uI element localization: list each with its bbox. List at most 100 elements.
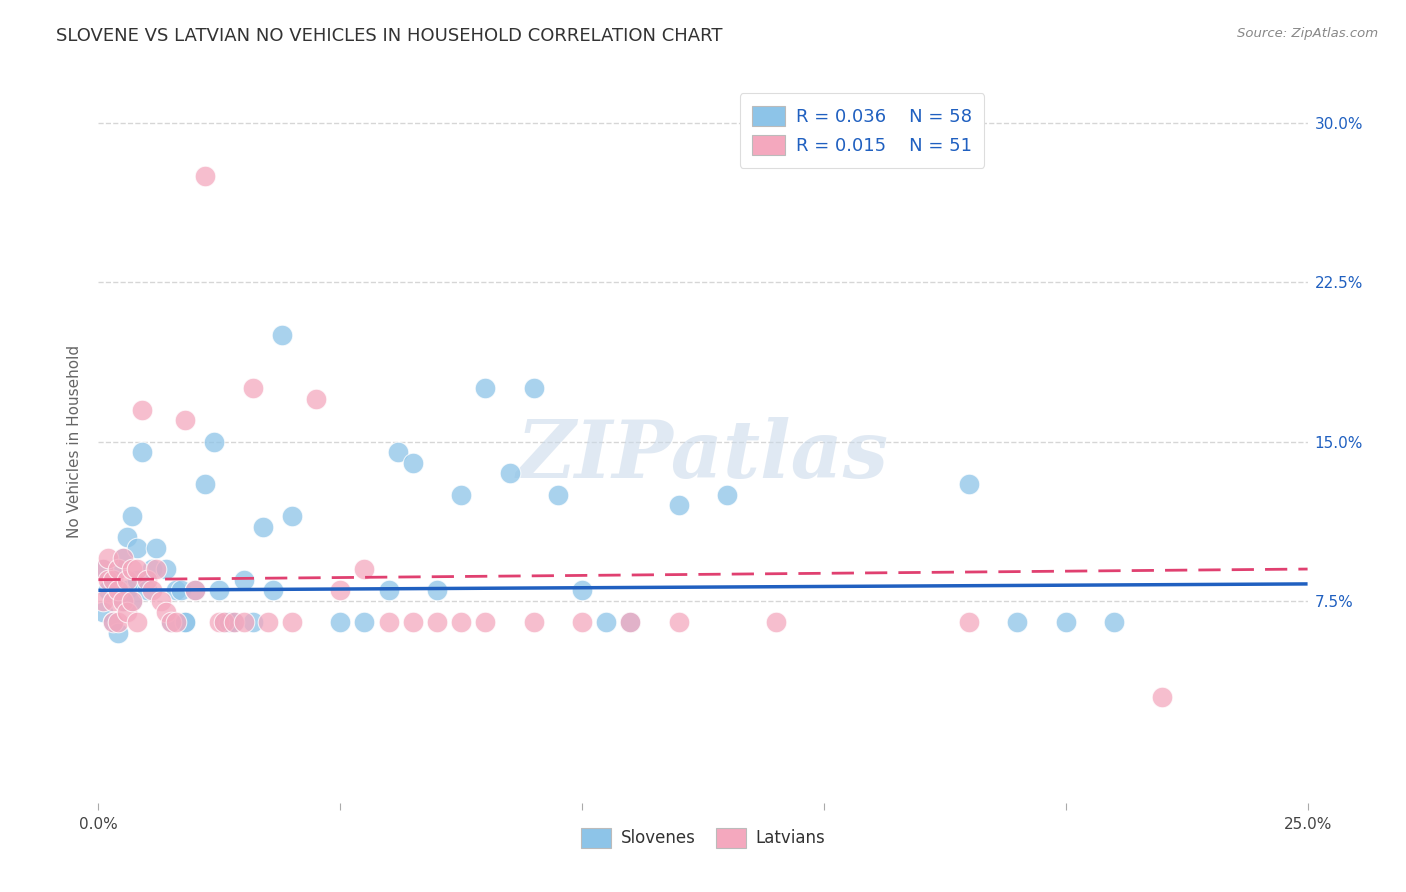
Point [160,615,183,630]
Point [184,583,207,598]
Point [91,605,114,619]
Point [1152,690,1174,704]
Point [194,169,217,183]
Point [208,615,231,630]
Point [127,541,149,555]
Point [169,583,191,598]
Point [117,530,139,544]
Point [107,583,129,598]
Point [256,615,278,630]
Point [204,434,226,449]
Point [174,615,197,630]
Point [716,488,738,502]
Point [107,562,129,576]
Point [547,488,569,502]
Point [127,573,149,587]
Point [111,551,134,566]
Point [174,615,197,630]
Point [329,583,352,598]
Point [1054,615,1077,630]
Point [242,615,264,630]
Point [619,615,641,630]
Point [127,562,149,576]
Point [121,594,143,608]
Legend: Slovenes, Latvians: Slovenes, Latvians [572,820,834,856]
Point [131,402,153,417]
Point [91,562,114,576]
Point [91,594,114,608]
Point [208,583,231,598]
Point [523,381,546,395]
Point [1102,615,1125,630]
Point [101,594,124,608]
Point [281,508,304,523]
Point [150,594,173,608]
Point [450,488,472,502]
Point [377,615,399,630]
Point [101,615,124,630]
Point [101,615,124,630]
Point [111,594,134,608]
Point [222,615,245,630]
Point [377,583,399,598]
Point [474,381,496,395]
Point [387,445,409,459]
Point [329,615,352,630]
Point [426,583,449,598]
Point [101,573,124,587]
Point [242,381,264,395]
Point [131,445,153,459]
Point [141,562,163,576]
Point [121,562,143,576]
Point [127,615,149,630]
Point [174,413,197,427]
Point [232,573,254,587]
Point [523,615,546,630]
Point [668,615,690,630]
Point [101,573,124,587]
Point [474,615,496,630]
Text: ZIPatlas: ZIPatlas [517,417,889,495]
Point [135,573,157,587]
Point [97,551,120,566]
Point [117,583,139,598]
Point [194,477,217,491]
Point [222,615,245,630]
Point [571,583,593,598]
Point [117,605,139,619]
Point [107,625,129,640]
Text: SLOVENE VS LATVIAN NO VEHICLES IN HOUSEHOLD CORRELATION CHART: SLOVENE VS LATVIAN NO VEHICLES IN HOUSEH… [56,27,723,45]
Point [262,583,284,598]
Text: Source: ZipAtlas.com: Source: ZipAtlas.com [1237,27,1378,40]
Y-axis label: No Vehicles in Household: No Vehicles in Household [67,345,83,538]
Point [232,615,254,630]
Point [111,551,134,566]
Point [426,615,449,630]
Point [765,615,787,630]
Point [668,498,690,512]
Point [619,615,641,630]
Point [165,583,187,598]
Point [212,615,235,630]
Point [155,605,177,619]
Point [160,615,183,630]
Point [353,615,375,630]
Point [281,615,304,630]
Point [117,573,139,587]
Point [91,562,114,576]
Point [121,594,143,608]
Point [498,467,520,481]
Point [1007,615,1029,630]
Point [155,562,177,576]
Point [111,594,134,608]
Point [141,583,163,598]
Point [165,615,187,630]
Point [595,615,617,630]
Point [145,541,167,555]
Point [571,615,593,630]
Point [271,328,294,343]
Point [107,615,129,630]
Point [212,615,235,630]
Point [353,562,375,576]
Point [184,583,207,598]
